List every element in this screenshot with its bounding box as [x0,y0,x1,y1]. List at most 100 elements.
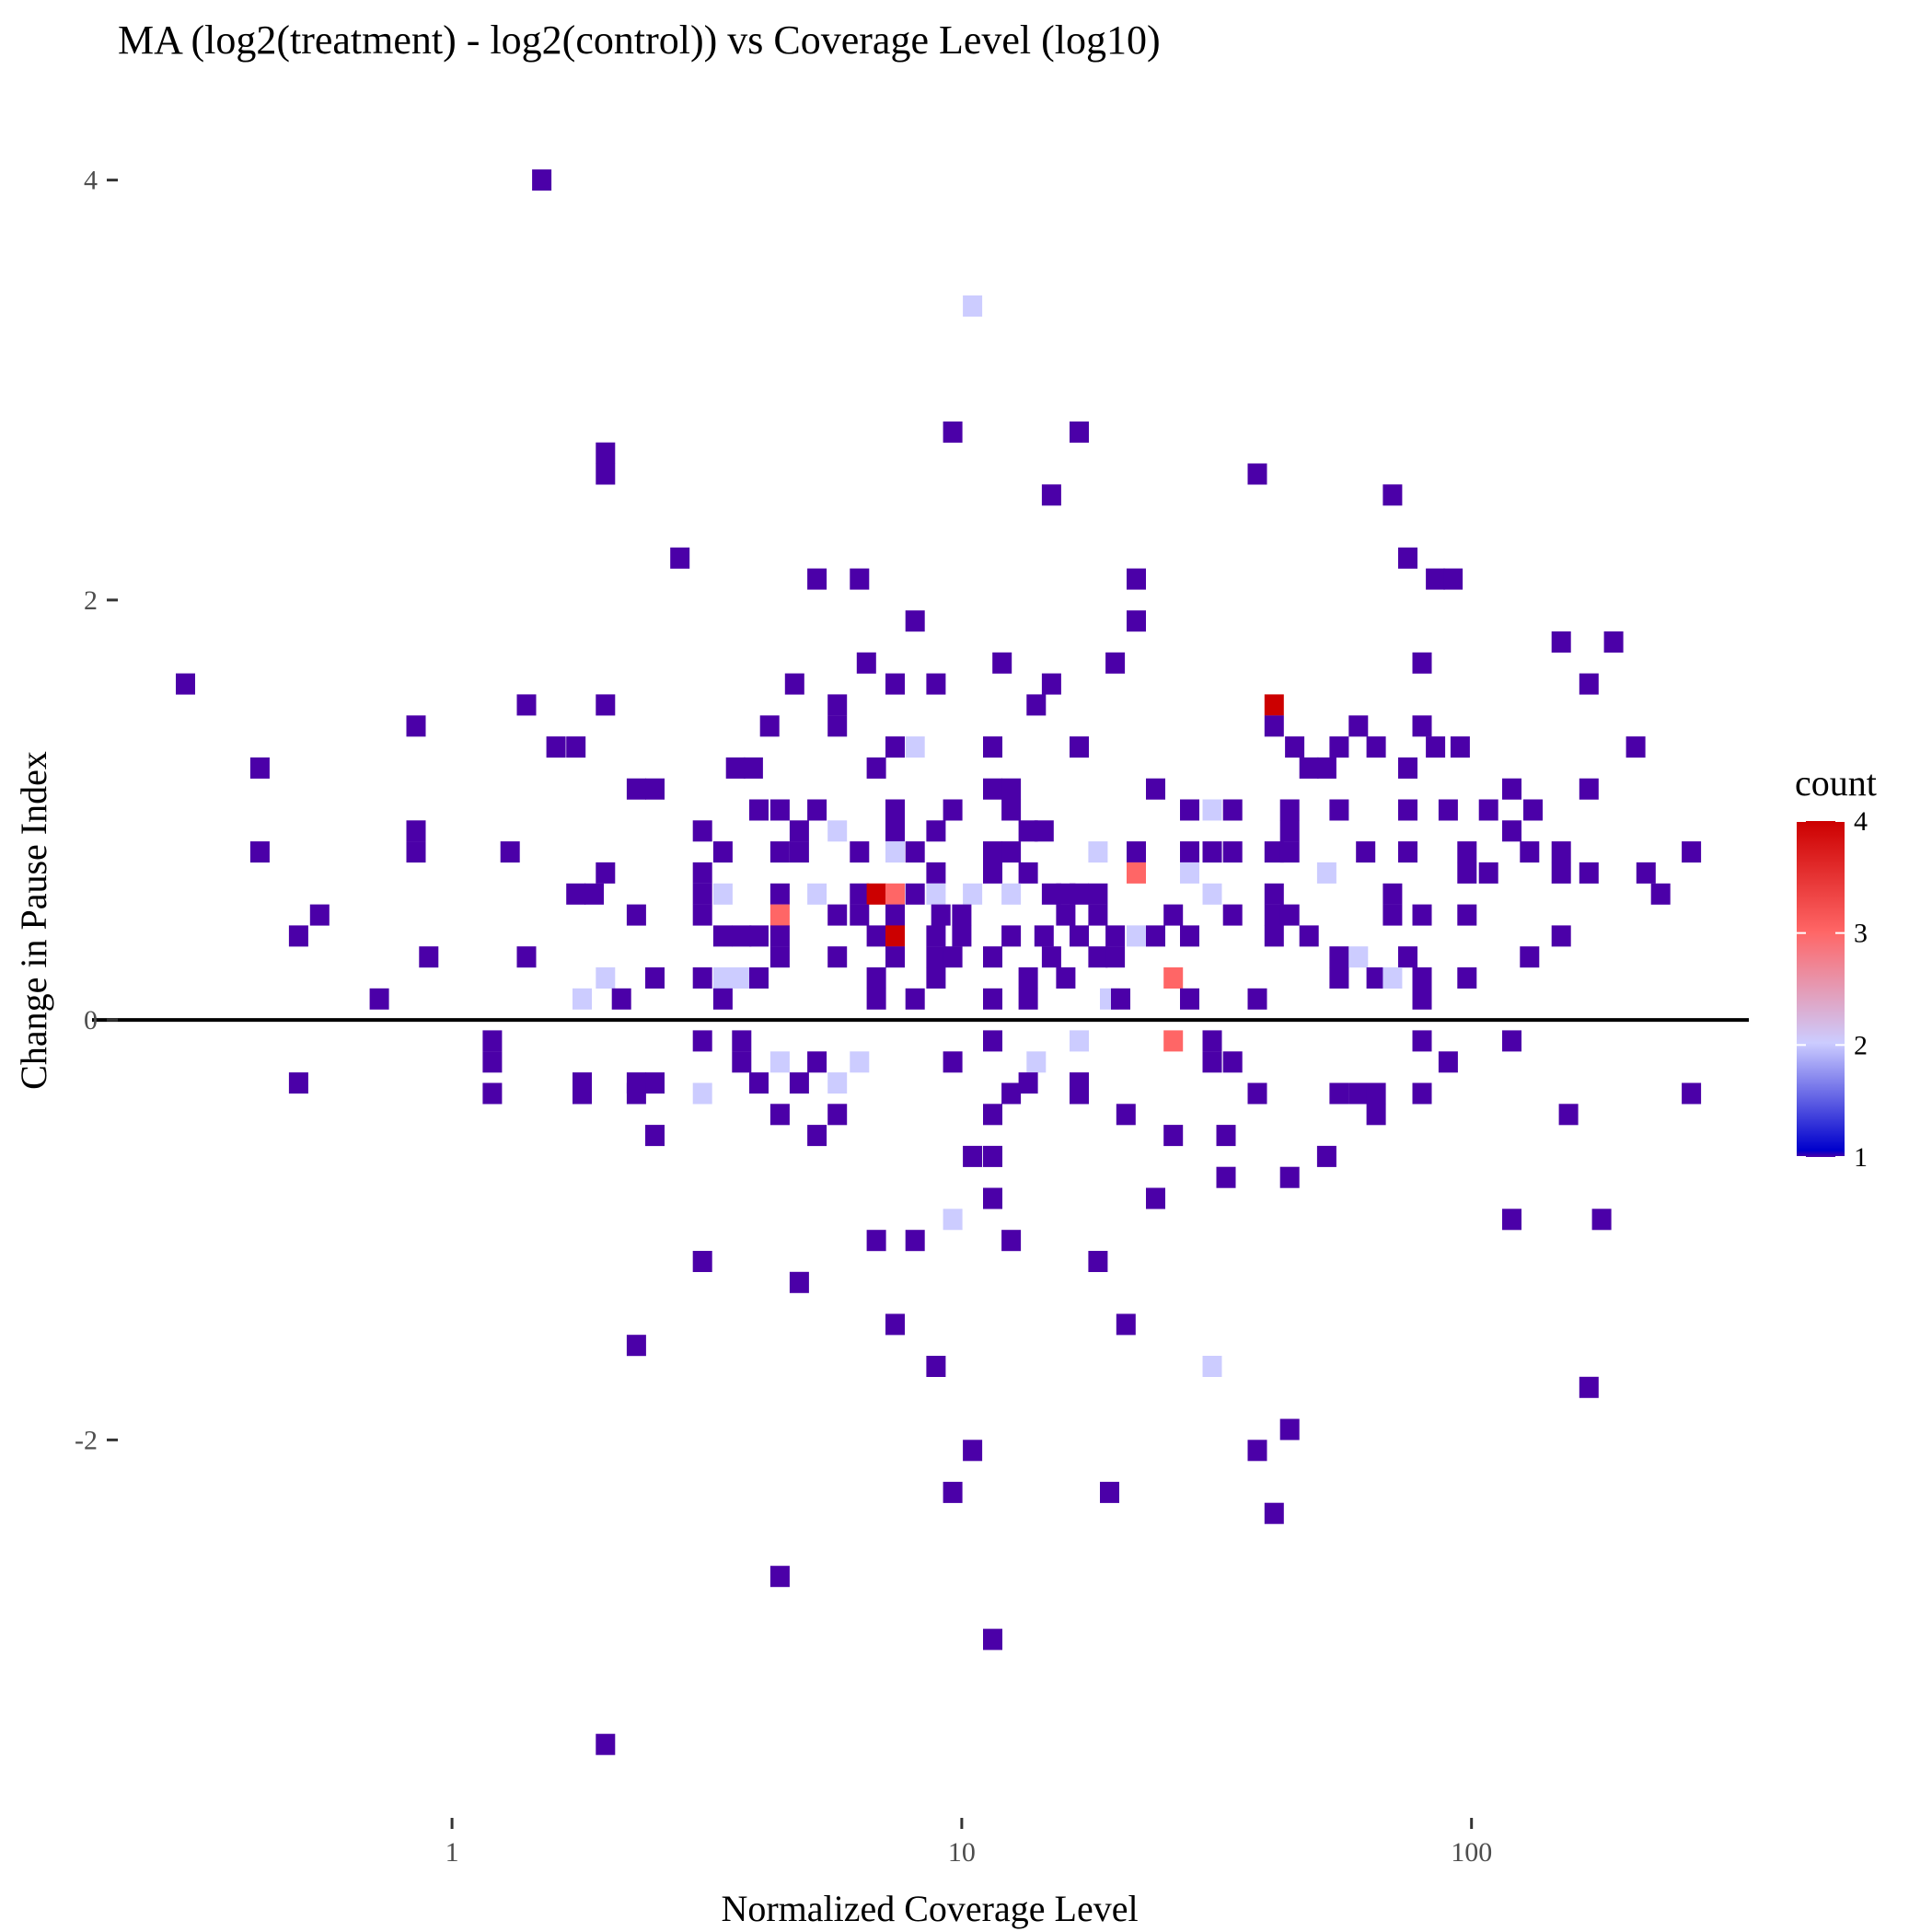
heatmap-cell [1523,800,1543,821]
heatmap-cell [612,989,631,1010]
heatmap-cell [1479,800,1498,821]
heatmap-cell [749,925,769,946]
x-tick-label: 1 [445,1837,459,1868]
heatmap-cell [867,884,886,905]
legend-title: count [1795,762,1877,804]
heatmap-cell [1127,925,1146,946]
heatmap-cell [1398,946,1417,967]
heatmap-cell [176,674,195,695]
heatmap-cell [983,1188,1002,1209]
heatmap-cell [827,694,847,715]
heatmap-cell [1579,674,1599,695]
heatmap-cell [1413,715,1432,736]
heatmap-cell [1413,1030,1432,1051]
heatmap-cell [1367,1083,1386,1105]
heatmap-cell [749,800,769,821]
heatmap-cell [1457,967,1476,989]
heatmap-cell [1443,569,1463,590]
heatmap-cell [827,905,847,926]
heatmap-cell [1413,653,1432,674]
heatmap-cell [1248,464,1267,485]
heatmap-cell [732,1051,751,1072]
heatmap-cell [1280,905,1300,926]
heatmap-cell [1070,1083,1089,1105]
heatmap-cell [1146,779,1165,800]
heatmap-cell [807,1125,827,1146]
heatmap-cell [885,736,905,758]
heatmap-cell [627,779,646,800]
heatmap-cell [943,800,963,821]
heatmap-cell [1217,1167,1236,1188]
heatmap-cell [482,1083,502,1105]
heatmap-cell [1217,1125,1236,1146]
heatmap-cell [790,820,809,841]
heatmap-cell [857,653,876,674]
heatmap-cell [926,925,945,946]
heatmap-cell [926,674,945,695]
heatmap-cell [850,569,869,590]
heatmap-cell [992,653,1012,674]
heatmap-cell [770,905,790,926]
heatmap-cell [1280,820,1300,841]
heatmap-cell [1382,884,1402,905]
heatmap-cell [1502,820,1521,841]
heatmap-cell [1682,841,1701,862]
heatmap-cell [1579,779,1599,800]
heatmap-cell [1035,925,1054,946]
heatmap-cell [1502,779,1521,800]
heatmap-cell [532,169,551,191]
heatmap-cell [1223,1051,1243,1072]
heatmap-cell [1329,946,1348,967]
heatmap-cell [1637,862,1656,884]
heatmap-cell [370,989,389,1010]
heatmap-cell [1070,422,1089,443]
heatmap-cell [1682,1083,1701,1105]
heatmap-cell [1035,820,1054,841]
heatmap-cell [963,295,982,317]
heatmap-cell [645,967,665,989]
heatmap-cell [1203,841,1222,862]
heatmap-cell [983,1146,1002,1167]
heatmap-cell [926,862,945,884]
heatmap-cell [566,884,585,905]
heatmap-cell [1116,1104,1136,1125]
y-tick-label: 0 [84,1005,98,1035]
heatmap-cell [1088,946,1107,967]
heatmap-cell [943,422,963,443]
heatmap-cell [1592,1209,1612,1230]
heatmap-cell [1001,925,1021,946]
heatmap-cell [1180,989,1199,1010]
heatmap-cell [1163,905,1183,926]
heatmap-cell [645,1125,665,1146]
y-tick-label: 2 [84,585,98,616]
heatmap-cell [1348,715,1368,736]
heatmap-cell [983,946,1002,967]
heatmap-cell [770,841,790,862]
heatmap-cell [1329,800,1348,821]
heatmap-cell [732,925,751,946]
heatmap-cell [1088,841,1107,862]
heatmap-cell [1265,925,1284,946]
heatmap-cell [1382,967,1402,989]
heatmap-cell [963,1440,982,1461]
heatmap-cell [1180,862,1199,884]
heatmap-cell [1348,1083,1368,1105]
y-axis: -2024 [75,166,118,1456]
heatmap-cell [1398,800,1417,821]
y-axis-label: Change in Pause Index [13,751,54,1090]
heatmap-cell [906,736,925,758]
heatmap-cell [983,1030,1002,1051]
heatmap-cell [1398,548,1417,569]
heatmap-cell [693,1083,712,1105]
heatmap-cell [627,1335,646,1356]
heatmap-cell [1116,1313,1136,1335]
x-tick-label: 10 [948,1837,976,1868]
heatmap-cell [693,862,712,884]
heatmap-cell [1001,1230,1021,1251]
heatmap-cell [1127,841,1146,862]
heatmap-cell [1070,925,1089,946]
heatmap-cell [1088,884,1107,905]
heatmap-cell [906,1230,925,1251]
heatmap-cell [1457,862,1476,884]
x-tick-label: 100 [1451,1837,1492,1868]
